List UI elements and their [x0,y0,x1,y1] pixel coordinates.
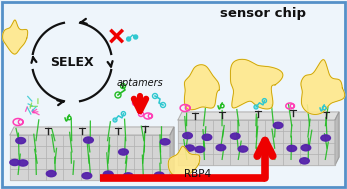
Ellipse shape [230,133,240,139]
Ellipse shape [185,145,194,151]
Ellipse shape [202,134,212,140]
Text: aptamers: aptamers [117,78,163,88]
Ellipse shape [238,146,248,152]
Polygon shape [168,146,200,179]
Polygon shape [230,59,283,109]
Polygon shape [335,112,339,165]
Ellipse shape [301,145,311,151]
Ellipse shape [154,172,164,178]
Polygon shape [10,127,174,135]
Ellipse shape [18,160,28,166]
Polygon shape [178,112,339,120]
Ellipse shape [119,149,128,155]
Ellipse shape [123,173,133,179]
Ellipse shape [300,158,309,164]
Ellipse shape [183,132,192,139]
Text: SELEX: SELEX [50,56,94,68]
Ellipse shape [104,173,114,179]
Text: sensor chip: sensor chip [220,8,306,20]
Ellipse shape [16,138,26,144]
Ellipse shape [10,159,20,166]
Polygon shape [178,120,335,165]
Ellipse shape [273,122,283,129]
Circle shape [127,37,130,41]
Polygon shape [2,20,28,54]
Circle shape [134,35,138,39]
Text: RBP4: RBP4 [185,169,212,179]
Ellipse shape [216,145,226,151]
Polygon shape [184,65,219,110]
Ellipse shape [160,139,170,145]
Ellipse shape [103,171,113,177]
Ellipse shape [195,146,205,153]
Ellipse shape [321,135,330,141]
Polygon shape [10,135,170,180]
Ellipse shape [84,137,93,143]
Ellipse shape [287,145,297,152]
Polygon shape [170,127,174,180]
Ellipse shape [82,173,92,179]
Ellipse shape [46,170,56,177]
FancyBboxPatch shape [2,2,345,187]
Polygon shape [301,60,345,114]
